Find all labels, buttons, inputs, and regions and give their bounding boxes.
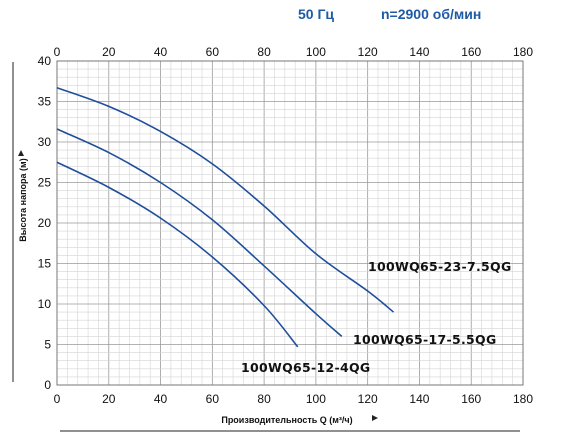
- x-tick-label: 20: [102, 392, 116, 406]
- x-tick-label-top: 60: [206, 45, 220, 59]
- y-tick-label: 25: [38, 176, 52, 190]
- y-tick-label: 30: [38, 135, 52, 149]
- y-tick-label: 10: [38, 297, 52, 311]
- x-axis-label: Производительность Q (м³/ч): [221, 415, 352, 425]
- curve-labels: 100WQ65-23-7.5QG 100WQ65-17-5.5QG 100WQ65-…: [241, 259, 512, 375]
- y-tick-label: 0: [44, 378, 51, 392]
- chart-grid: [56, 60, 524, 386]
- x-tick-label: 160: [461, 392, 481, 406]
- speed-label: n=2900 об/мин: [381, 6, 482, 22]
- x-tick-label-top: 120: [358, 45, 378, 59]
- x-tick-label: 60: [206, 392, 220, 406]
- y-axis-arrow-icon: [18, 150, 24, 156]
- x-tick-label-top: 80: [257, 45, 271, 59]
- curve-label: 100WQ65-23-7.5QG: [368, 259, 512, 274]
- y-axis-ticks: 0 5 10 15 20 25 30 35 40: [38, 54, 52, 392]
- x-tick-label-top: 160: [461, 45, 481, 59]
- curve-label: 100WQ65-12-4QG: [241, 360, 370, 375]
- x-tick-label-top: 0: [54, 45, 61, 59]
- y-tick-label: 35: [38, 95, 52, 109]
- x-tick-label: 80: [257, 392, 271, 406]
- x-tick-label: 180: [513, 392, 533, 406]
- x-axis-ticks-top: 0 20 40 60 80 100 120 140 160 180: [54, 45, 534, 59]
- x-tick-label-top: 40: [154, 45, 168, 59]
- x-axis-ticks-bottom: 0 20 40 60 80 100 120 140 160 180: [54, 392, 534, 406]
- x-tick-label-top: 100: [306, 45, 326, 59]
- axis-decorations: [12, 62, 520, 432]
- x-axis-arrow-icon: [372, 415, 378, 421]
- x-tick-label: 100: [306, 392, 326, 406]
- x-tick-label-top: 140: [409, 45, 429, 59]
- x-tick-label: 140: [409, 392, 429, 406]
- curve-label: 100WQ65-17-5.5QG: [353, 332, 497, 347]
- pump-curve-line: [56, 161, 299, 348]
- y-tick-label: 5: [44, 338, 51, 352]
- x-tick-label-top: 20: [102, 45, 116, 59]
- frequency-label: 50 Гц: [298, 6, 335, 22]
- pump-curve-line: [56, 86, 395, 313]
- x-tick-label: 120: [358, 392, 378, 406]
- pump-curves: [56, 86, 395, 348]
- y-tick-label: 40: [38, 54, 52, 68]
- plot-border: [56, 60, 524, 386]
- y-tick-label: 15: [38, 257, 52, 271]
- x-tick-label-top: 180: [513, 45, 533, 59]
- pump-curve-line: [56, 128, 343, 338]
- x-tick-label: 40: [154, 392, 168, 406]
- x-tick-label: 0: [54, 392, 61, 406]
- y-axis-label: Высота напора (м): [18, 158, 28, 241]
- y-tick-label: 20: [38, 216, 52, 230]
